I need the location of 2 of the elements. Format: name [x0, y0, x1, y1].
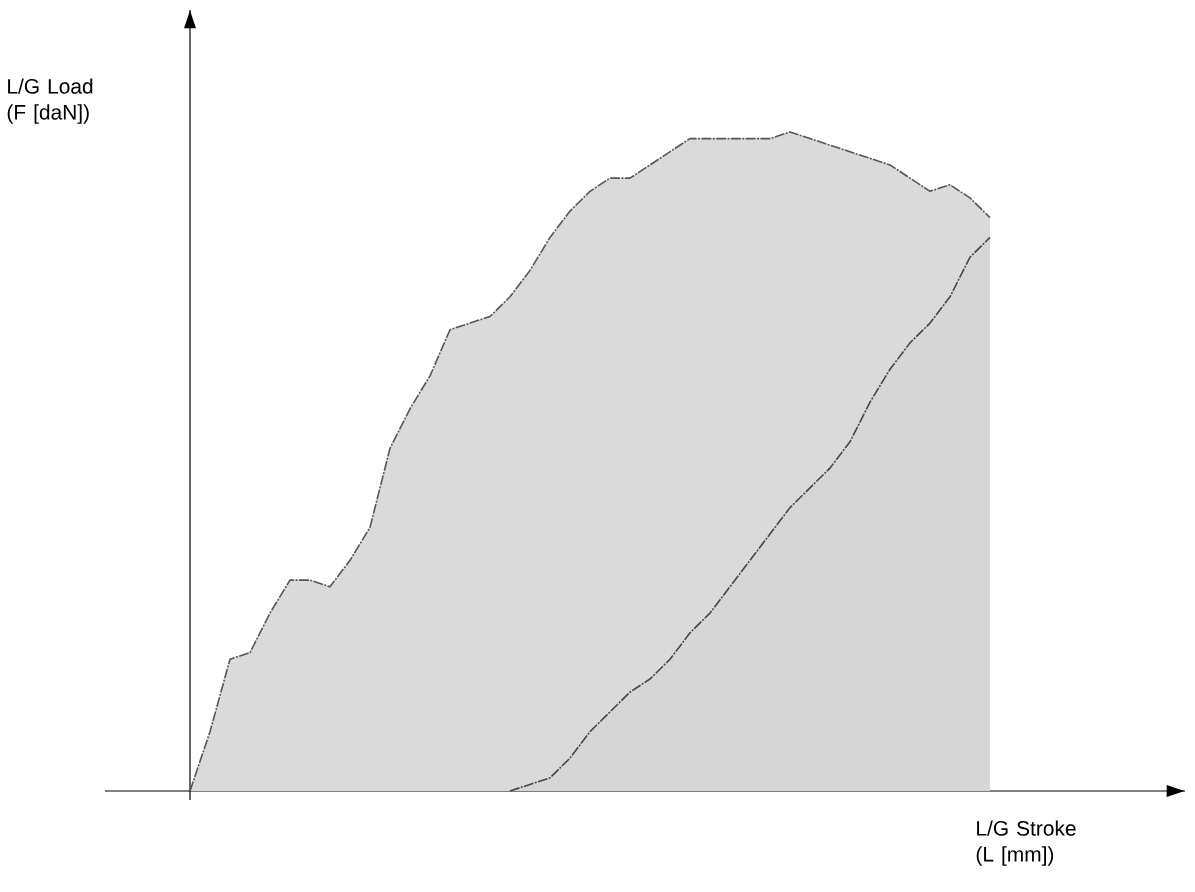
y-axis-title: L/G Load (F [daN])	[7, 78, 93, 124]
x-axis-title: L/G Stroke (L [mm])	[976, 820, 1076, 866]
